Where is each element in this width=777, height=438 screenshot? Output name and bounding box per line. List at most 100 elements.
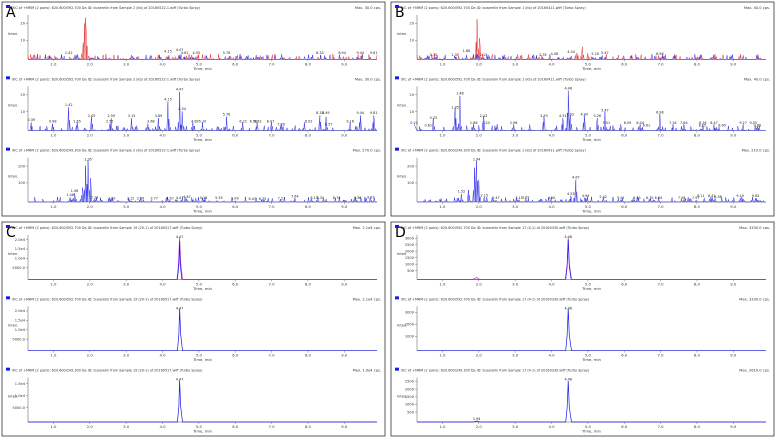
- chromatogram: XIC of +MRM (2 pairs): 620.600/592.700 D…: [395, 76, 770, 142]
- chart-max: Max. 3330.0 cps.: [739, 297, 770, 301]
- peak-label: 2.13: [480, 114, 488, 118]
- peak-label: 5.20: [591, 52, 599, 56]
- x-tick-label: 7.0: [658, 281, 665, 286]
- y-axis-label: Inten.: [397, 103, 407, 107]
- peak-label: 4.46: [564, 86, 572, 90]
- panel-letter: A: [6, 5, 16, 21]
- x-tick-label: 2.0: [476, 61, 483, 66]
- x-tick-label: 1.0: [439, 61, 446, 66]
- peak-label: 4.47: [176, 378, 184, 382]
- x-tick-label: 9.0: [341, 61, 348, 66]
- x-tick-label: 8.0: [694, 133, 701, 138]
- chromatogram: XIC of +MRM (2 pairs): 620.600/592.700 D…: [6, 225, 381, 291]
- peak-label: 3.39: [137, 197, 145, 201]
- peak-label: 4.90: [580, 113, 588, 117]
- chart-header: XIC of +MRM (2 pairs): 620.600/592.700 D…: [401, 6, 586, 10]
- peak-label: 4.93: [193, 51, 201, 55]
- x-tick-label: 8.0: [305, 204, 312, 209]
- peak-label: 1.42: [65, 103, 73, 107]
- peak-label: 9.27: [739, 121, 747, 125]
- peak-label: 7.58: [678, 196, 686, 200]
- peak-label: 5.47: [601, 109, 609, 113]
- y-axis-label: Inten.: [8, 103, 18, 107]
- peak-label: 9.44: [356, 111, 364, 115]
- peak-label: 4.67: [183, 195, 191, 199]
- peak-label: 8.94: [338, 51, 346, 55]
- peak-label: 8.79: [333, 196, 341, 200]
- y-tick-label: 1.0e4: [15, 328, 26, 332]
- peak-label: 1.35: [451, 53, 459, 57]
- y-tick-label: 20: [409, 22, 414, 26]
- y-axis-label: Inten.: [8, 252, 18, 256]
- peak-label: 5.10: [199, 120, 207, 124]
- peak-label: 5.42: [599, 195, 607, 199]
- y-tick-label: 500: [407, 269, 415, 273]
- series-line: [417, 160, 766, 203]
- panel-frame: [1, 221, 386, 437]
- y-tick-label: 10: [20, 110, 25, 114]
- chart-max: Max. 40.0 cps.: [744, 6, 770, 10]
- x-tick-label: 4.0: [159, 353, 166, 358]
- chart-header: XIC of +MRM (2 pairs): 620.600/249.300 D…: [12, 369, 203, 373]
- peak-label: 3.68: [147, 120, 155, 124]
- x-tick-label: 9.0: [341, 424, 348, 429]
- x-tick-label: 1.0: [439, 353, 446, 358]
- x-axis-label: Time, min: [192, 429, 212, 434]
- peak-label: 9.55: [749, 121, 757, 125]
- x-axis-label: Time, min: [581, 429, 601, 434]
- y-tick-label: 2500: [405, 380, 415, 384]
- chart-header: XIC of +MRM (2 pairs): 620.600/592.700 D…: [401, 226, 590, 230]
- x-tick-label: 7.0: [269, 61, 276, 66]
- peak-label: 8.57: [325, 122, 333, 126]
- x-tick-label: 9.0: [341, 353, 348, 358]
- peak-label: 6.47: [249, 197, 257, 201]
- peak-label: 2.96: [510, 121, 518, 125]
- y-tick-label: 1000: [405, 335, 415, 339]
- y-tick-label: 1500: [405, 256, 415, 260]
- peak-label: 3.15: [128, 114, 136, 118]
- y-tick-label: 1.0e4: [15, 394, 26, 398]
- header-icon: [6, 367, 10, 371]
- peak-label: 5.47: [601, 51, 609, 55]
- y-tick-label: 1.5e4: [15, 382, 26, 386]
- x-tick-label: 5.0: [585, 353, 592, 358]
- x-tick-label: 3.0: [512, 133, 519, 138]
- x-tick-label: 9.0: [730, 281, 737, 286]
- peak-label: 1.94: [473, 417, 481, 421]
- y-tick-label: 5000.0: [12, 406, 25, 410]
- x-tick-label: 5.0: [196, 61, 203, 66]
- x-tick-label: 7.0: [658, 204, 665, 209]
- chromatogram: XIC of +MRM (2 pairs): 620.600/249.300 D…: [395, 367, 770, 434]
- peak-label: 8.02: [305, 120, 313, 124]
- peak-label: 3.79: [540, 114, 548, 118]
- x-tick-label: 5.0: [196, 204, 203, 209]
- y-tick-label: 3000: [405, 236, 415, 240]
- peak-label: 8.49: [322, 111, 330, 115]
- header-icon: [6, 147, 10, 151]
- x-tick-label: 4.0: [159, 281, 166, 286]
- peak-label: 5.26: [594, 114, 602, 118]
- x-tick-label: 6.0: [232, 281, 239, 286]
- peak-label: 7.26: [277, 122, 285, 126]
- peak-label: 6.98: [656, 52, 664, 56]
- y-tick-label: 10: [409, 38, 414, 42]
- series-line: [417, 240, 766, 280]
- series-line: [28, 91, 377, 132]
- series-line: [28, 308, 377, 352]
- header-icon: [395, 76, 399, 80]
- y-tick-label: 20: [409, 93, 414, 97]
- chromatogram: XIC of +MRM (2 pairs): 620.600/592.700 D…: [6, 76, 381, 142]
- x-tick-label: 6.0: [232, 424, 239, 429]
- y-tick-label: 2000: [405, 323, 415, 327]
- x-tick-label: 3.0: [512, 424, 519, 429]
- peak-label: 0.61: [424, 123, 432, 127]
- x-tick-label: 6.0: [621, 281, 628, 286]
- peak-label: 9.44: [356, 51, 364, 55]
- x-tick-label: 1.0: [50, 424, 57, 429]
- x-tick-label: 9.0: [730, 61, 737, 66]
- x-tick-label: 6.0: [621, 133, 628, 138]
- x-tick-label: 4.0: [159, 61, 166, 66]
- peak-label: 4.00: [548, 196, 556, 200]
- peak-label: 1.86: [470, 121, 478, 125]
- chart-header: XIC of +MRM (2 pairs): 620.600/249.300 D…: [401, 149, 586, 153]
